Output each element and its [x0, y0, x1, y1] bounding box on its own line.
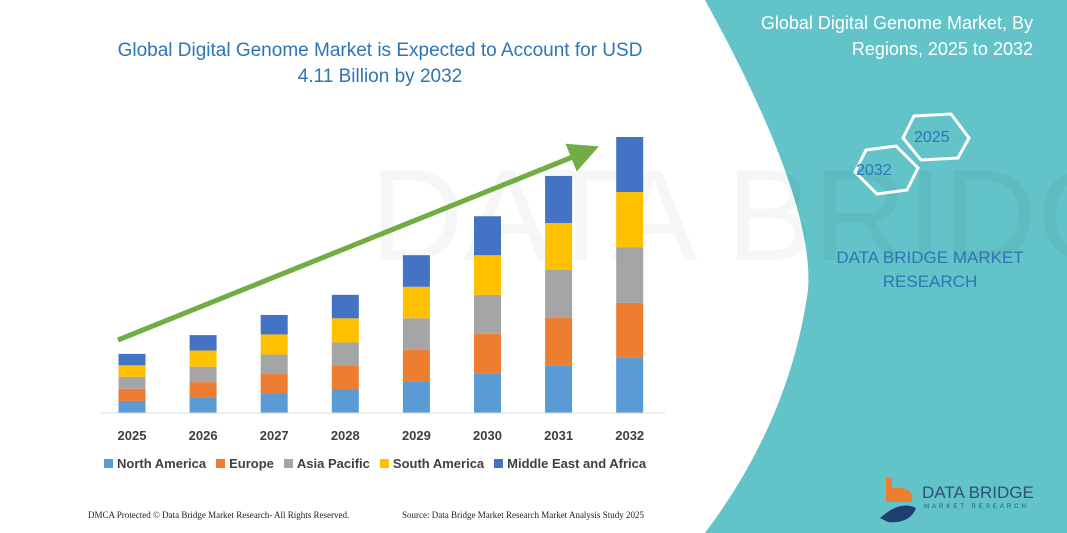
- legend-swatch: [283, 459, 293, 468]
- legend-label: North America: [117, 456, 207, 471]
- x-tick-label: 2029: [402, 428, 431, 443]
- bar-segment: [331, 318, 359, 343]
- bar-segment: [331, 389, 359, 413]
- legend-item: North America: [104, 456, 206, 471]
- logo-sub: MARKET RESEARCH: [924, 504, 1029, 510]
- side-panel-shape: [705, 0, 1067, 533]
- bar-segment: [260, 334, 288, 355]
- footer-source: Source: Data Bridge Market Research Mark…: [402, 510, 644, 520]
- bar-segment: [545, 175, 573, 223]
- legend-label: South America: [392, 456, 485, 471]
- bar-segment: [402, 255, 430, 287]
- bar-segment: [189, 350, 217, 367]
- bar-segment: [189, 335, 217, 351]
- legend-item: South America: [379, 456, 485, 471]
- bar-segment: [616, 192, 644, 248]
- bar-segment: [474, 255, 501, 295]
- x-tick-label: 2026: [189, 428, 218, 443]
- x-tick-label: 2028: [331, 428, 360, 443]
- bar-segment: [402, 286, 430, 319]
- bar-segment: [545, 317, 573, 366]
- page-title: Global Digital Genome Market is Expected…: [117, 40, 643, 87]
- logo-name: DATA BRIDGE: [922, 483, 1034, 502]
- chart: 2025 2026 2027 2028 2029 2030 2031 2032: [100, 137, 665, 443]
- legend-label: Europe: [229, 456, 274, 471]
- bar-segment: [331, 342, 359, 366]
- bar-segment: [616, 357, 644, 413]
- bar-segment: [402, 318, 430, 350]
- legend: North America Europe Asia Pacific South Ame…: [104, 456, 646, 471]
- logo-icon: [880, 478, 916, 523]
- legend-swatch: [104, 459, 113, 468]
- legend-label: Middle East and Africa: [507, 456, 647, 471]
- bar-segment: [189, 397, 217, 413]
- bar-segment: [331, 365, 359, 390]
- hex-start-label: 2025: [914, 129, 950, 146]
- bar-segment: [260, 314, 288, 335]
- bar-segment: [118, 365, 146, 377]
- side-panel-title: Global Digital Genome Market, By Regions…: [760, 13, 1033, 59]
- legend-swatch: [379, 459, 389, 468]
- legend-label: Asia Pacific: [296, 456, 370, 471]
- x-tick-label: 2027: [260, 428, 289, 443]
- bar-segment: [474, 216, 501, 256]
- bar-segment: [118, 388, 146, 401]
- legend-item: Middle East and Africa: [494, 456, 646, 471]
- legend-swatch: [216, 459, 226, 468]
- hex-2032-icon: [853, 144, 920, 196]
- bar-segment: [616, 137, 644, 193]
- x-tick-label: 2032: [615, 428, 644, 443]
- x-tick-label: 2025: [118, 428, 147, 443]
- bar-segment: [118, 400, 146, 413]
- bar-segment: [402, 349, 430, 382]
- bar-segment: [331, 294, 359, 319]
- bar-segment: [402, 381, 430, 413]
- bar-segment: [118, 376, 146, 389]
- bar-segment: [260, 354, 288, 375]
- bar-segment: [545, 222, 573, 270]
- bar-segment: [616, 247, 644, 303]
- bar-segment: [474, 373, 501, 413]
- footer-copyright: DMCA Protected © Data Bridge Market Rese…: [88, 510, 350, 520]
- bar-segment: [118, 353, 146, 366]
- legend-item: Asia Pacific: [283, 456, 370, 471]
- hex-2025-icon: [901, 112, 971, 162]
- legend-item: Europe: [216, 456, 274, 471]
- brand-text: DATA BRIDGE MARKET RESEARCH: [836, 248, 1024, 291]
- bar-segment: [474, 333, 501, 374]
- trend-arrow: [117, 143, 599, 343]
- x-tick-label: 2030: [473, 428, 502, 443]
- bar-segment: [474, 294, 501, 334]
- x-tick-label: 2031: [544, 428, 573, 443]
- bar-segment: [616, 302, 644, 358]
- bar-segment: [189, 382, 217, 398]
- bar-segment: [260, 374, 288, 394]
- legend-swatch: [494, 459, 504, 468]
- bar-segment: [260, 393, 288, 413]
- bar-segment: [545, 269, 573, 318]
- hex-end-label: 2032: [856, 162, 892, 179]
- bar-segment: [189, 366, 217, 383]
- bar-segment: [545, 365, 573, 413]
